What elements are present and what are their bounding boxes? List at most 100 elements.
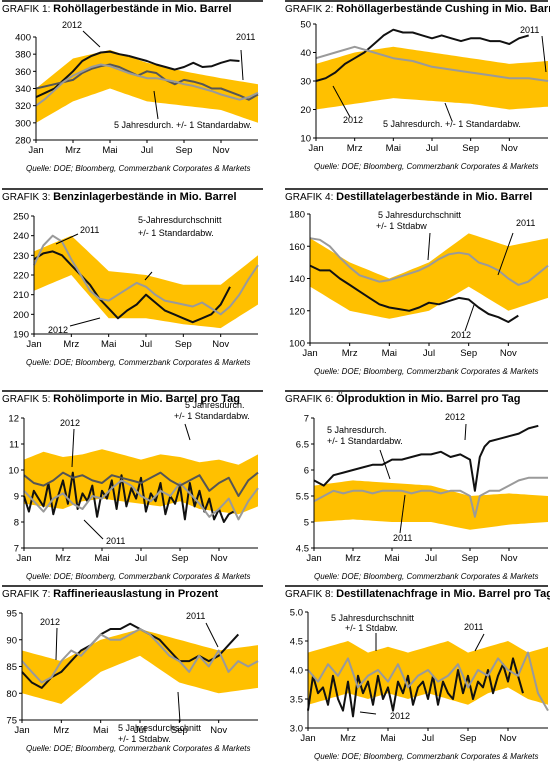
y-tick-label: 200	[13, 310, 29, 321]
y-tick-label: 140	[289, 274, 305, 285]
annotation-pointer	[55, 233, 79, 245]
chart-panel-g7: GRAFIK 7: Raffinerieauslastung in Prozen…	[2, 585, 263, 753]
annotation-pointer	[474, 633, 485, 652]
annotation-pointer	[464, 423, 467, 441]
series-line-avg-2	[23, 471, 259, 497]
x-tick-label: Mrz	[345, 553, 361, 564]
annotation-pointer	[82, 30, 101, 48]
y-tick-label: 12	[8, 414, 19, 425]
annotation-label: 5 Jahresdurch. +/- 1 Standardabw.	[114, 120, 252, 130]
annotation-label: 2011	[520, 25, 539, 35]
x-tick-label: Jul	[135, 553, 147, 564]
annotation-pointer	[497, 232, 514, 276]
x-tick-label: Jan	[28, 145, 43, 156]
series-line-avg-2	[35, 63, 259, 107]
y-tick-label: 75	[6, 716, 17, 727]
x-tick-label: Jul	[422, 733, 434, 744]
chart-title-prefix: GRAFIK 4:	[285, 192, 336, 203]
series-line-2011-1	[309, 237, 549, 286]
y-tick-label: 340	[15, 84, 31, 95]
y-tick-label: 7	[304, 414, 309, 425]
series-line-2011-1	[315, 45, 549, 82]
y-tick-label: 95	[6, 609, 17, 620]
annotation-label: 2011	[236, 32, 255, 42]
x-tick-label: Mrz	[65, 145, 81, 156]
series-line-2012-0	[309, 264, 519, 323]
annotation-pointer	[55, 627, 58, 661]
x-tick-label: Jul	[423, 348, 435, 359]
x-tick-label: Nov	[501, 553, 518, 564]
std-band-area	[314, 480, 548, 530]
annotation-label: +/- 1 Stdabw.	[118, 734, 171, 744]
y-tick-label: 11	[9, 440, 19, 451]
source-note: Quelle: DOE; Bloomberg, Commerzbank Corp…	[314, 367, 539, 376]
y-tick-label: 5.0	[290, 608, 303, 619]
chart-title: GRAFIK 1: Rohöllagerbestände in Mio. Bar…	[2, 3, 232, 15]
x-tick-label: Jul	[426, 143, 438, 154]
y-tick-label: 10	[8, 466, 19, 477]
x-tick-label: Jul	[425, 553, 437, 564]
y-tick-label: 100	[289, 339, 305, 350]
std-band-area	[308, 641, 548, 705]
annotation-label: 5 Jahresdurchschnitt	[118, 723, 202, 733]
chart-title-prefix: GRAFIK 3:	[2, 192, 53, 203]
annotation-pointer	[153, 90, 159, 120]
x-tick-label: Mai	[380, 733, 395, 744]
x-tick-label: Jan	[308, 143, 323, 154]
x-tick-label: Mrz	[347, 143, 363, 154]
chart-panel-g8: GRAFIK 8: Destillatenachfrage in Mio. Ba…	[285, 585, 550, 761]
x-tick-label: Jan	[306, 553, 321, 564]
annotation-label: +/- 1 Standardabw.	[327, 436, 403, 446]
annotation-label: 2012	[343, 115, 363, 125]
x-tick-label: Mrz	[342, 348, 358, 359]
series-line-2011-1	[21, 628, 259, 684]
annotation-pointer	[69, 317, 101, 327]
annotation-pointer	[444, 102, 453, 122]
x-tick-label: Nov	[210, 725, 227, 736]
y-tick-label: 120	[289, 306, 305, 317]
series-line-2011-1	[35, 63, 259, 101]
chart-title-prefix: GRAFIK 7:	[2, 589, 53, 600]
chart-title: GRAFIK 5: Rohölimporte in Mio. Barrel pr…	[2, 393, 240, 405]
annotation-pointer	[205, 622, 219, 648]
series-line-2011-1	[307, 651, 549, 712]
std-band-area	[22, 629, 258, 704]
annotation-label: 2011	[80, 225, 99, 235]
source-note: Quelle: DOE; Bloomberg, Commerzbank Corp…	[26, 358, 251, 367]
x-tick-label: Mai	[386, 143, 401, 154]
x-tick-label: Nov	[212, 339, 229, 350]
series-line-2012-0	[307, 657, 524, 718]
x-tick-label: Jan	[14, 725, 29, 736]
x-tick-label: Sep	[460, 348, 477, 359]
series-line-2012-0	[33, 250, 231, 324]
source-note: Quelle: DOE; Bloomberg, Commerzbank Corp…	[314, 752, 539, 761]
x-tick-label: Mai	[384, 553, 399, 564]
source-note: Quelle: DOE; Bloomberg, Commerzbank Corp…	[26, 572, 251, 581]
annotation-pointer	[240, 49, 244, 81]
y-tick-label: 7	[14, 544, 19, 555]
chart-title-prefix: GRAFIK 5:	[2, 394, 53, 405]
series-line-2011-1	[313, 476, 548, 518]
x-tick-label: Jan	[300, 733, 315, 744]
x-tick-label: Mai	[382, 348, 397, 359]
x-tick-label: Mrz	[63, 339, 79, 350]
series-line-avg-3	[128, 54, 240, 71]
x-tick-label: Jul	[140, 339, 152, 350]
series-line-2011-1	[33, 234, 259, 316]
chart-title-text: Destillatelagerbestände in Mio. Barrel	[336, 191, 532, 203]
annotation-label: +/- 1 Stdabw	[376, 221, 427, 231]
series-line-2012-0	[35, 50, 129, 99]
annotation-label: 2011	[186, 611, 205, 621]
annotation-label: +/- 1 Standardabw.	[138, 228, 214, 238]
annotation-label: 2012	[445, 412, 465, 422]
y-tick-label: 210	[13, 290, 29, 301]
chart-title-prefix: GRAFIK 1:	[2, 4, 53, 15]
chart-title-text: Rohöllagerbestände Cushing in Mio. Barre…	[336, 3, 550, 15]
annotation-label: 5 Jahresdurchschnitt	[378, 210, 462, 220]
y-tick-label: 8	[14, 518, 19, 529]
x-tick-label: Sep	[462, 143, 479, 154]
y-tick-label: 6	[304, 466, 309, 477]
y-tick-label: 50	[300, 20, 311, 31]
chart-title: GRAFIK 2: Rohöllagerbestände Cushing in …	[285, 3, 550, 15]
